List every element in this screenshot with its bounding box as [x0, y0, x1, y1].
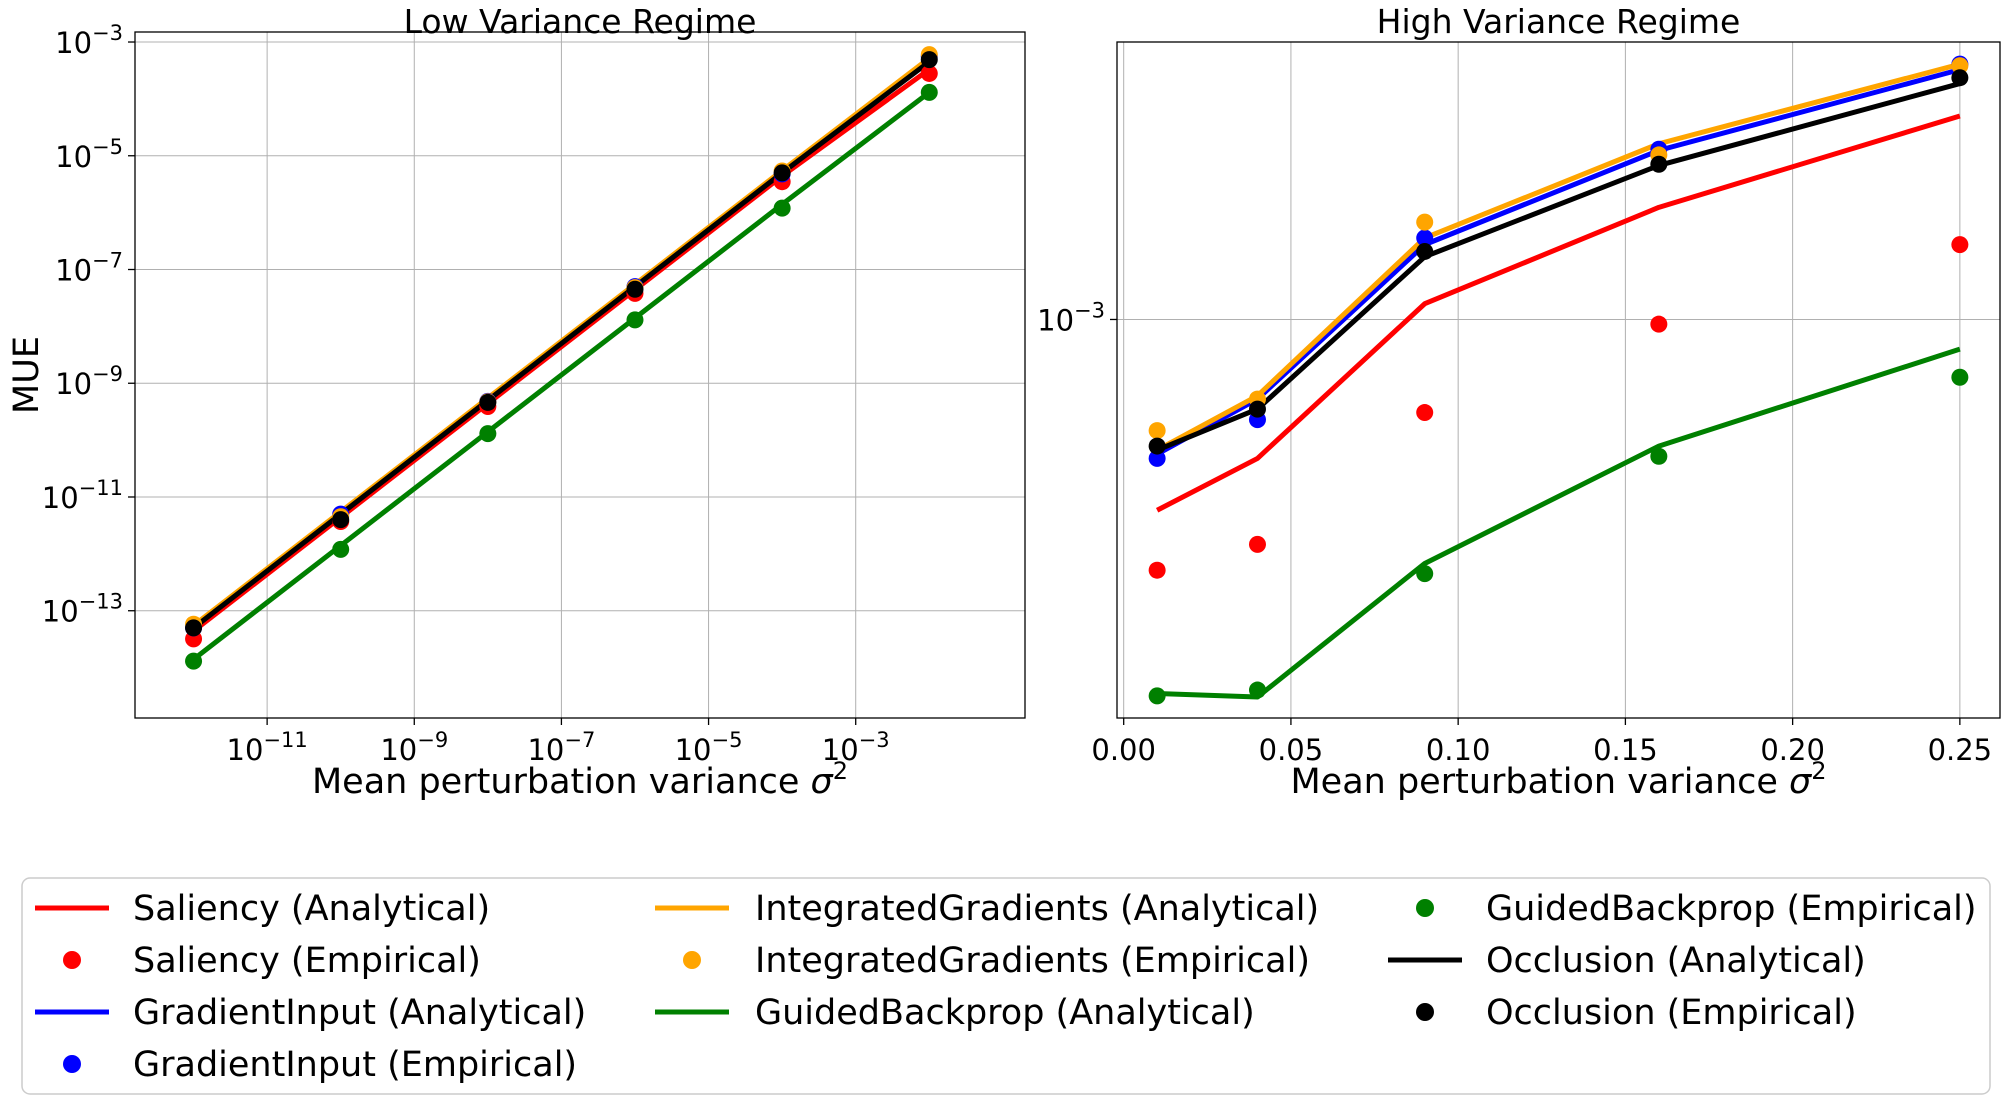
high-variance-y-tick-label: 10−3	[1037, 298, 1105, 337]
low-variance-y-tick-label: 10−3	[55, 21, 123, 60]
low-variance-xlabel-symbol: σ	[811, 762, 835, 802]
high-variance-occlusion-empirical-point	[1148, 437, 1166, 455]
high-variance-guidedbackprop-analytical-line	[1157, 346, 1961, 700]
high-variance-occlusion-empirical-point	[1951, 69, 1969, 87]
high-variance-xlabel-symbol: σ	[1789, 762, 1813, 802]
legend-gradientinput-empirical-swatch	[63, 1055, 81, 1073]
low-variance-y-tick-label: 10−13	[42, 590, 123, 629]
low-variance-guidedbackprop-empirical-point	[773, 199, 791, 217]
high-variance-panel: 0.00 0.05 0.10 0.15 0.20 0.25 10−3 High Varian…	[1037, 2, 2001, 802]
high-variance-occlusion-empirical-point	[1248, 400, 1266, 418]
legend-integratedgradients-analytical-label: IntegratedGradients (Analytical)	[755, 889, 1319, 929]
low-variance-occlusion-empirical-point	[332, 511, 350, 529]
legend-guidedbackprop-empirical-swatch	[1416, 899, 1434, 917]
high-variance-guidedbackprop-empirical-point	[1951, 368, 1969, 386]
high-variance-saliency-empirical-point	[1650, 315, 1668, 333]
legend-guidedbackprop-analytical-label: GuidedBackprop (Analytical)	[755, 993, 1255, 1033]
high-variance-x-tick-label: 0.25	[1928, 733, 1993, 767]
legend-gradientinput-analytical-label: GradientInput (Analytical)	[133, 993, 586, 1033]
low-variance-xlabel: Mean perturbation variance σ2	[312, 757, 848, 802]
high-variance-gradientinput-empirical-point	[1148, 449, 1166, 467]
low-variance-y-tick-label: 10−11	[42, 476, 123, 515]
legend-saliency-empirical-swatch	[63, 951, 81, 969]
high-variance-guidedbackprop-empirical-point	[1416, 565, 1434, 583]
high-variance-title: High Variance Regime	[1377, 2, 1741, 41]
low-variance-occlusion-empirical-point	[479, 393, 497, 411]
low-variance-occlusion-analytical-line	[192, 59, 931, 630]
low-variance-title: Low Variance Regime	[404, 2, 757, 41]
legend-occlusion-empirical-label: Occlusion (Empirical)	[1486, 993, 1857, 1033]
low-variance-guidedbackprop-empirical-point	[185, 652, 203, 670]
high-variance-saliency-empirical-point	[1951, 236, 1969, 254]
low-variance-y-tick-label: 10−5	[55, 135, 123, 174]
low-variance-guidedbackprop-analytical-line	[192, 90, 931, 662]
low-variance-saliency-empirical-point	[920, 64, 938, 82]
low-variance-x-tick-label: 10−11	[227, 728, 308, 767]
low-variance-occlusion-empirical-point	[773, 164, 791, 182]
legend: Saliency (Analytical) Saliency (Empirical…	[21, 877, 1991, 1095]
high-variance-integratedgradients-empirical-point	[1416, 213, 1434, 231]
high-variance-occlusion-empirical-point	[1416, 242, 1434, 260]
low-variance-y-tick-label: 10−9	[55, 362, 123, 401]
legend-saliency-analytical-label: Saliency (Analytical)	[133, 889, 490, 929]
high-variance-xlabel: Mean perturbation variance σ2	[1290, 757, 1826, 802]
low-variance-xlabel-text: Mean perturbation variance	[312, 762, 799, 802]
low-variance-xlabel-sup: 2	[833, 757, 848, 785]
high-variance-guidedbackprop-empirical-point	[1248, 681, 1266, 699]
low-variance-occlusion-empirical-point	[920, 51, 938, 69]
legend-gradientinput-empirical-label: GradientInput (Empirical)	[133, 1045, 577, 1085]
high-variance-integratedgradients-empirical-point	[1951, 57, 1969, 75]
low-variance-occlusion-empirical-point	[185, 619, 203, 637]
legend-saliency-empirical-label: Saliency (Empirical)	[133, 941, 481, 981]
high-variance-saliency-empirical-point	[1416, 404, 1434, 422]
high-variance-integratedgradients-empirical-point	[1148, 422, 1166, 440]
low-variance-y-tick-label: 10−7	[55, 249, 123, 288]
low-variance-guidedbackprop-empirical-point	[626, 311, 644, 329]
legend-integratedgradients-empirical-swatch	[683, 951, 701, 969]
high-variance-saliency-analytical-line	[1155, 113, 1961, 513]
high-variance-guidedbackprop-empirical-point	[1148, 687, 1166, 705]
high-variance-x-tick-label: 0.10	[1426, 733, 1491, 767]
high-variance-axes-frame	[1116, 41, 2001, 719]
legend-guidedbackprop-empirical-label: GuidedBackprop (Empirical)	[1486, 889, 1977, 929]
low-variance-guidedbackprop-empirical-point	[332, 540, 350, 558]
legend-integratedgradients-empirical-label: IntegratedGradients (Empirical)	[755, 941, 1310, 981]
low-variance-guidedbackprop-empirical-point	[920, 83, 938, 101]
high-variance-x-tick-label: 0.05	[1259, 733, 1324, 767]
high-variance-occlusion-analytical-line	[1156, 81, 1961, 453]
low-variance-axes-frame	[134, 31, 1026, 719]
high-variance-saliency-empirical-point	[1248, 535, 1266, 553]
low-variance-x-tick-label: 10−7	[527, 728, 595, 767]
low-variance-guidedbackprop-empirical-point	[479, 425, 497, 443]
high-variance-guidedbackprop-empirical-point	[1650, 447, 1668, 465]
high-variance-saliency-empirical-point	[1148, 561, 1166, 579]
high-variance-xlabel-sup: 2	[1811, 757, 1826, 785]
high-variance-occlusion-empirical-point	[1650, 155, 1668, 173]
high-variance-gradientinput-analytical-line	[1155, 67, 1961, 457]
low-variance-x-tick-label: 10−3	[822, 728, 890, 767]
low-variance-panel: 10−11 10−9 10−7 10−5 10−3 10−13 10−11 10−9 10−7 1…	[7, 2, 1026, 802]
high-variance-x-tick-label: 0.20	[1760, 733, 1825, 767]
low-variance-occlusion-empirical-point	[626, 280, 644, 298]
high-variance-gradientinput-empirical-point	[1416, 229, 1434, 247]
legend-frame	[21, 877, 1991, 1095]
low-variance-x-tick-label: 10−9	[380, 728, 448, 767]
legend-occlusion-empirical-swatch	[1416, 1003, 1434, 1021]
high-variance-x-tick-label: 0.00	[1091, 733, 1156, 767]
high-variance-xlabel-text: Mean perturbation variance	[1290, 762, 1777, 802]
low-variance-x-tick-label: 10−5	[675, 728, 743, 767]
low-variance-ylabel: MUE	[7, 336, 47, 414]
high-variance-x-tick-label: 0.15	[1593, 733, 1658, 767]
legend-occlusion-analytical-label: Occlusion (Analytical)	[1486, 941, 1866, 981]
